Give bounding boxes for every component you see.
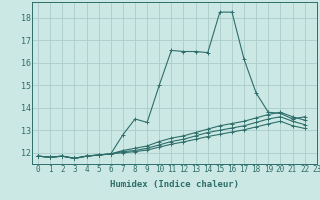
- X-axis label: Humidex (Indice chaleur): Humidex (Indice chaleur): [110, 180, 239, 189]
